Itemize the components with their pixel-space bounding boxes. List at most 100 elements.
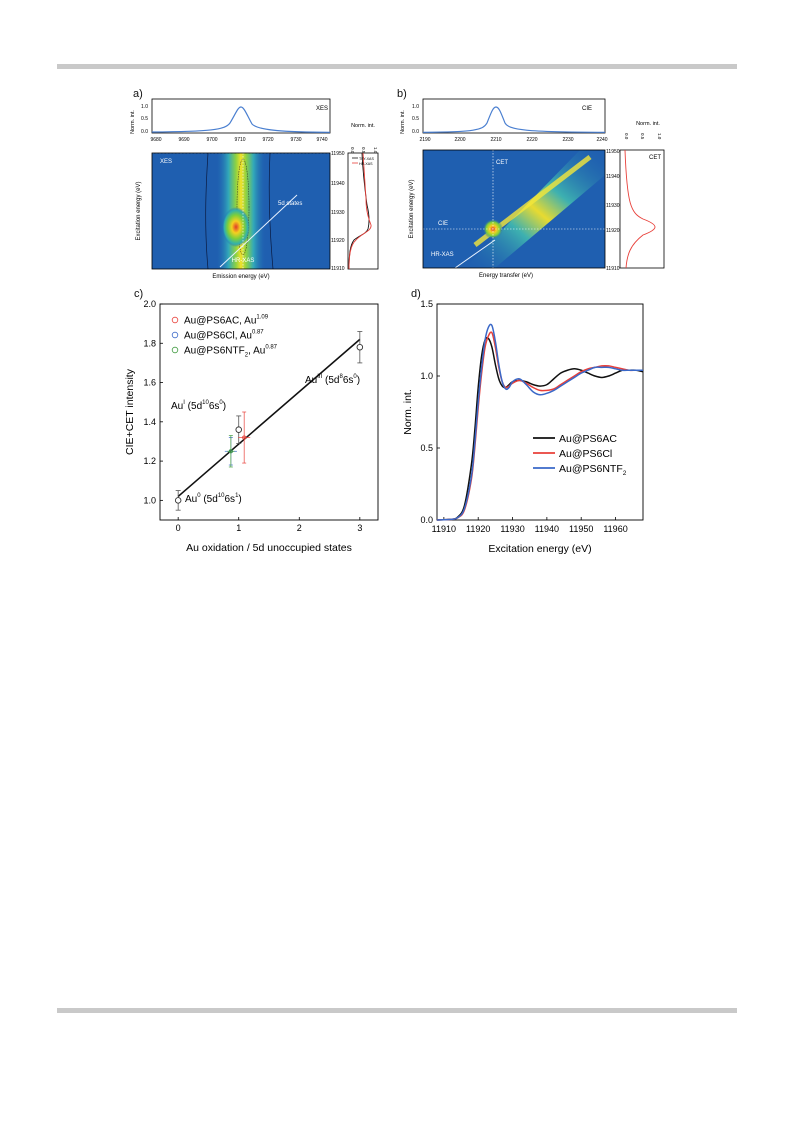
panel-a-side-xtick-2: 1.0 — [373, 147, 378, 154]
panel-b-map-annotation-cet: CET — [496, 160, 508, 166]
panel-b-map-ytick-4: 11950 — [606, 149, 620, 155]
panel-b-map-ylabel: Excitation energy (eV) — [409, 179, 415, 238]
panel-b-top-ytick-2: 1.0 — [412, 104, 419, 110]
panel-a-map-annotation-5d: 5d states — [278, 201, 302, 207]
panel-d-chart: 11910 11920 11930 11940 11950 11960 0.0 0.5 1.0 1… — [402, 299, 644, 555]
panel-a-top-label: XES — [316, 106, 328, 112]
panel-d-xtick-label: 11930 — [500, 524, 524, 534]
panel-a-figure: XES Norm. int. 0.0 0.5 1.0 9680 9690 970… — [130, 98, 379, 280]
panel-b-map-frame — [422, 149, 606, 269]
panel-a-map-ytick-3: 11940 — [331, 181, 345, 187]
panel-b-map-xlabel: Energy transfer (eV) — [479, 273, 533, 279]
panel-d-legend-text-1: Au@PS6Cl — [559, 448, 612, 460]
panel-d-ytick-label: 0.0 — [420, 515, 433, 525]
panel-a-letter: a) — [133, 88, 143, 100]
panel-c-ytick-label: 2.0 — [143, 299, 156, 309]
panel-d-frame — [436, 303, 644, 521]
panel-c-ytick-label: 1.2 — [143, 456, 156, 466]
panel-d-xtick-label: 11950 — [569, 524, 593, 534]
header-rule — [57, 64, 737, 69]
panel-c-ref-point — [235, 426, 242, 433]
panel-d-xtick-label: 11940 — [535, 524, 559, 534]
panel-b-side-xtick-1: 0.5 — [640, 133, 645, 140]
panel-d-ytick-label: 1.0 — [420, 371, 433, 381]
panel-b-map-ytick-3: 11940 — [606, 174, 620, 180]
panel-c-label-au0: Au0 (5d106s1) — [185, 493, 242, 505]
panel-c-ytick-label: 1.4 — [143, 417, 156, 427]
panel-d-ylabel: Norm. int. — [402, 389, 414, 435]
panel-a-side-xtick-1: 0.5 — [361, 147, 366, 154]
panel-a-diagonal-line — [219, 194, 298, 268]
panel-a-top-xtick-5: 9730 — [290, 137, 301, 143]
panel-c-legend: Au@PS6AC, Au1.09 Au@PS6Cl, Au0.87 Au@PS6… — [171, 315, 278, 359]
panel-a-side-xlabel: Norm. int. — [351, 123, 375, 129]
panel-d-legend-text-0: Au@PS6AC — [559, 433, 617, 445]
panel-a-top-xtick-0: 9680 — [150, 137, 161, 143]
panel-c-ref-point — [356, 343, 364, 351]
panel-b-top-ytick-1: 0.5 — [412, 116, 419, 122]
panel-b-map-ytick-1: 11920 — [606, 228, 620, 234]
panel-b-map-annotation-cie: CIE — [438, 221, 448, 227]
panel-c-ytick-label: 1.6 — [143, 378, 156, 388]
panel-c-xtick-label: 1 — [236, 523, 241, 533]
panel-c-xtick-label: 2 — [297, 523, 302, 533]
panel-d-ytick-label: 0.5 — [420, 443, 433, 453]
panel-a-top-ylabel: Norm. int. — [130, 110, 136, 134]
panel-a-top-frame — [151, 98, 331, 134]
panel-b-map-band — [465, 150, 605, 268]
panel-a-map-xlabel: Emission energy (eV) — [212, 274, 269, 280]
panel-a-top-ytick-2: 1.0 — [141, 104, 148, 110]
panel-a-map-ytick-1: 11920 — [331, 238, 345, 244]
panel-b-top-xtick-5: 2240 — [596, 137, 607, 143]
panel-a-map-ylabel: Excitation energy (eV) — [136, 181, 142, 240]
panel-d-legend: Au@PS6AC Au@PS6Cl Au@PS6NTF2 — [533, 433, 627, 477]
panel-a-map-annotation-hrxas: HR-XAS — [232, 258, 255, 264]
panel-d-ytick-label: 1.5 — [420, 299, 433, 309]
panel-c-label-au1: AuI (5d106s0) — [171, 400, 226, 412]
panel-b-top-xtick-1: 2200 — [454, 137, 465, 143]
footer-rule — [57, 1008, 737, 1013]
panel-b-diagonal-line — [454, 239, 496, 269]
panel-b-figure: CIE Norm. int. 0.0 0.5 1.0 2190 2200 221… — [400, 98, 665, 279]
panel-a-map-ytick-2: 11930 — [331, 210, 345, 216]
panel-a-map-contour — [236, 158, 250, 256]
panel-c-xlabel: Au oxidation / 5d unoccupied states — [186, 542, 352, 554]
panel-c-legend-marker-2 — [171, 346, 179, 354]
panel-d-legend-text-2: Au@PS6NTF2 — [559, 463, 627, 477]
panel-a-top-xtick-2: 9700 — [206, 137, 217, 143]
panel-c-legend-marker-1 — [171, 331, 179, 339]
panel-b-side-cet-curve — [624, 149, 656, 269]
panel-b-cie-curve — [422, 106, 606, 133]
panel-a-top-xtick-3: 9710 — [234, 137, 245, 143]
panel-a-map-contour — [205, 152, 209, 270]
panel-a-top-xtick-4: 9720 — [262, 137, 273, 143]
panel-b-top-xtick-3: 2220 — [526, 137, 537, 143]
panel-b-side-xtick-0: 0.0 — [624, 133, 629, 140]
panel-a-map-annotation-xes: XES — [160, 159, 172, 165]
panel-c-chart: 0 1 2 3 1.0 1.2 1.4 1.6 1.8 2.0 Au@PS6AC, Au1.09 … — [124, 299, 379, 554]
panel-c-letter: c) — [134, 288, 144, 300]
panel-d-xtick-label: 11920 — [466, 524, 490, 534]
panel-c-legend-marker-0 — [171, 316, 179, 324]
panel-a-map-contour — [268, 152, 274, 270]
panel-b-map-annotation-hrxas: HR-XAS — [431, 252, 454, 258]
panel-a-map-hotspot — [222, 207, 250, 247]
panel-c-frame — [159, 303, 379, 521]
panel-c-ylabel: CIE+CET intensity — [124, 368, 136, 455]
panel-a-side-hrxas-curve — [348, 152, 372, 270]
panel-a-xes-curve — [151, 106, 331, 133]
panel-d-xlabel: Excitation energy (eV) — [488, 543, 591, 555]
panel-b-map-ytick-2: 11930 — [606, 203, 620, 209]
panel-b-side-label: CET — [649, 155, 661, 161]
panel-c-label-au3: AuIII (5d86s0) — [305, 374, 360, 386]
panel-a-map-frame — [151, 152, 331, 270]
panel-b-letter: b) — [397, 88, 407, 100]
panel-c-series-point — [228, 449, 233, 454]
panel-a-top-ytick-1: 0.5 — [141, 116, 148, 122]
panel-d-letter: d) — [411, 288, 421, 300]
panel-c-xtick-label: 3 — [357, 523, 362, 533]
panel-a-top-xtick-6: 9740 — [316, 137, 327, 143]
panel-b-top-label: CIE — [582, 106, 592, 112]
panel-c-legend-text-1: Au@PS6Cl, Au0.87 — [184, 330, 264, 342]
panel-c-ref-point — [174, 497, 182, 504]
